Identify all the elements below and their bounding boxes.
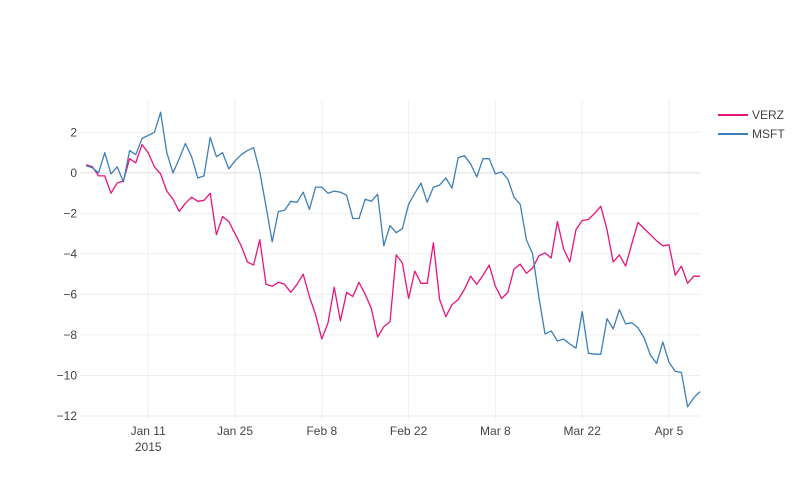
x-tick-label: Apr 5	[655, 424, 684, 438]
x-tick-label: Feb 8	[306, 424, 337, 438]
x-tick-label: Jan 25	[217, 424, 253, 438]
plot-area	[86, 111, 701, 408]
y-tick-label: −2	[63, 206, 77, 220]
x-tick-label: Mar 8	[480, 424, 511, 438]
legend-item-msft[interactable]: MSFT	[718, 127, 785, 141]
y-tick-label: −12	[57, 409, 78, 423]
y-tick-label: 0	[70, 166, 77, 180]
legend-label-verz: VERZ	[752, 108, 784, 122]
y-tick-label: −6	[63, 287, 77, 301]
legend-item-verz[interactable]: VERZ	[718, 108, 784, 122]
legend: VERZ MSFT	[718, 108, 785, 141]
x-axis: Jan 11 2015 Jan 25 Feb 8 Feb 22 Mar 8 Mar 22 Ap…	[131, 424, 684, 454]
x-tick-label: Mar 22	[564, 424, 602, 438]
legend-label-msft: MSFT	[752, 127, 785, 141]
y-tick-label: −10	[57, 368, 78, 382]
y-tick-label: −8	[63, 328, 77, 342]
y-tick-label: 2	[70, 125, 77, 139]
x-tick-label: Jan 11	[131, 424, 166, 438]
x-tick-label: Feb 22	[390, 424, 428, 438]
series-line-verz	[86, 143, 700, 340]
y-axis: 2 0 −2 −4 −6 −8 −10 −12	[57, 125, 78, 423]
x-tick-sublabel: 2015	[135, 440, 162, 454]
series-line-msft	[86, 111, 701, 408]
grid-lines	[80, 100, 700, 420]
y-tick-label: −4	[63, 247, 77, 261]
